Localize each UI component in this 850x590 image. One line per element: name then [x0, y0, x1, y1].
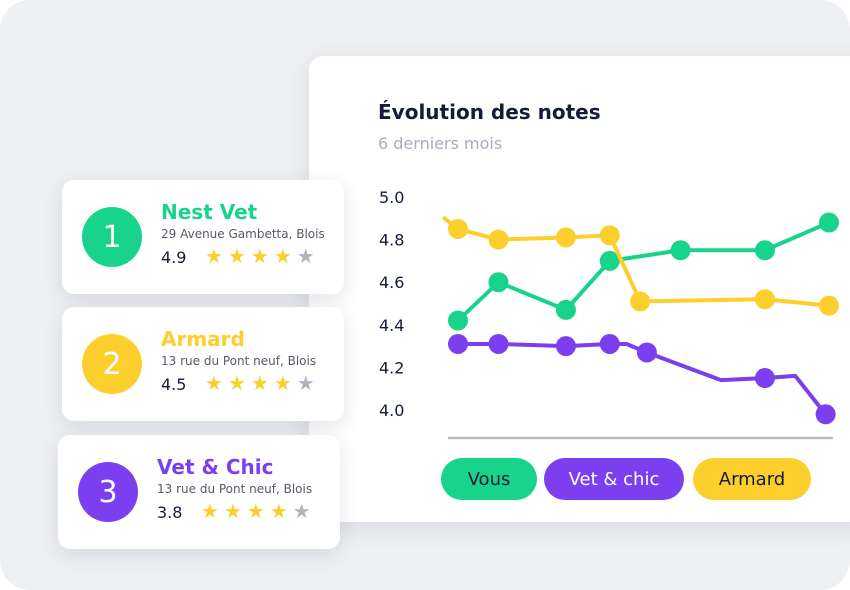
- star-empty-icon: ★: [292, 499, 311, 523]
- data-point-armard: [555, 227, 576, 248]
- star-filled-icon: ★: [205, 244, 223, 268]
- star-filled-icon: ★: [273, 244, 292, 268]
- rank-badge: 3: [78, 462, 138, 522]
- data-point-nest: [488, 272, 509, 293]
- legend-vous-button[interactable]: Vous: [441, 458, 537, 500]
- star-filled-icon: ★: [227, 244, 246, 268]
- star-filled-icon: ★: [223, 499, 242, 523]
- data-point-vetchic: [488, 333, 509, 354]
- y-tick-label: 5.0: [379, 188, 404, 207]
- y-tick-label: 4.6: [379, 273, 404, 292]
- rank-badge: 2: [82, 334, 142, 394]
- clinic-address: 13 rue du Pont neuf, Blois: [161, 354, 317, 368]
- data-point-armard: [630, 291, 651, 312]
- data-point-vetchic: [599, 333, 620, 354]
- data-point-vetchic: [815, 404, 836, 425]
- ranking-card-1[interactable]: 1 Nest Vet 29 Avenue Gambetta, Blois 4.9…: [62, 180, 344, 294]
- clinic-score: 3.8: [157, 503, 183, 522]
- star-rating: ★ ★ ★ ★ ★: [205, 373, 315, 393]
- data-point-armard: [488, 229, 509, 250]
- clinic-name: Vet & Chic: [157, 455, 274, 479]
- ranking-card-2[interactable]: 2 Armard 13 rue du Pont neuf, Blois 4.5 …: [62, 307, 344, 421]
- star-filled-icon: ★: [201, 499, 219, 523]
- y-tick-label: 4.8: [379, 231, 404, 250]
- star-filled-icon: ★: [227, 371, 246, 395]
- data-point-nest: [555, 299, 576, 320]
- ranking-card-3[interactable]: 3 Vet & Chic 13 rue du Pont neuf, Blois …: [58, 435, 340, 549]
- legend-vet-chic-button[interactable]: Vet & chic: [544, 458, 684, 500]
- star-filled-icon: ★: [273, 371, 292, 395]
- data-point-vetchic: [555, 336, 576, 357]
- data-point-nest: [819, 212, 839, 233]
- clinic-address: 29 Avenue Gambetta, Blois: [161, 227, 325, 241]
- data-point-armard: [819, 295, 839, 316]
- data-point-nest: [599, 250, 620, 271]
- star-filled-icon: ★: [250, 244, 269, 268]
- clinic-address: 13 rue du Pont neuf, Blois: [157, 482, 313, 496]
- data-point-armard: [599, 225, 620, 246]
- rank-badge: 1: [82, 207, 142, 267]
- star-filled-icon: ★: [205, 371, 223, 395]
- data-point-vetchic: [448, 333, 468, 354]
- clinic-name: Nest Vet: [161, 200, 258, 224]
- star-filled-icon: ★: [269, 499, 288, 523]
- star-filled-icon: ★: [246, 499, 265, 523]
- star-rating: ★ ★ ★ ★ ★: [201, 501, 311, 521]
- y-tick-label: 4.2: [379, 358, 404, 377]
- y-tick-label: 4.4: [379, 316, 404, 335]
- chart-card: Évolution des notes 6 derniers mois 5.0 4…: [309, 56, 850, 522]
- data-point-vetchic: [754, 368, 775, 389]
- clinic-score: 4.5: [161, 375, 187, 394]
- line-chart: 5.0 4.8 4.6 4.4 4.2 4.0: [379, 188, 839, 440]
- data-point-armard: [448, 218, 468, 239]
- star-filled-icon: ★: [250, 371, 269, 395]
- data-point-nest: [754, 240, 775, 261]
- data-point-nest: [670, 240, 691, 261]
- data-point-nest: [448, 310, 468, 331]
- star-rating: ★ ★ ★ ★ ★: [205, 246, 315, 266]
- chart-title: Évolution des notes: [378, 100, 601, 124]
- star-empty-icon: ★: [296, 244, 315, 268]
- clinic-name: Armard: [161, 327, 245, 351]
- y-tick-label: 4.0: [379, 401, 404, 420]
- star-empty-icon: ★: [296, 371, 315, 395]
- data-point-vetchic: [636, 342, 657, 363]
- series-line-vetchic: [456, 341, 828, 417]
- chart-subtitle: 6 derniers mois: [378, 134, 503, 153]
- clinic-score: 4.9: [161, 248, 187, 267]
- data-point-armard: [754, 289, 775, 310]
- legend-armard-button[interactable]: Armard: [693, 458, 811, 500]
